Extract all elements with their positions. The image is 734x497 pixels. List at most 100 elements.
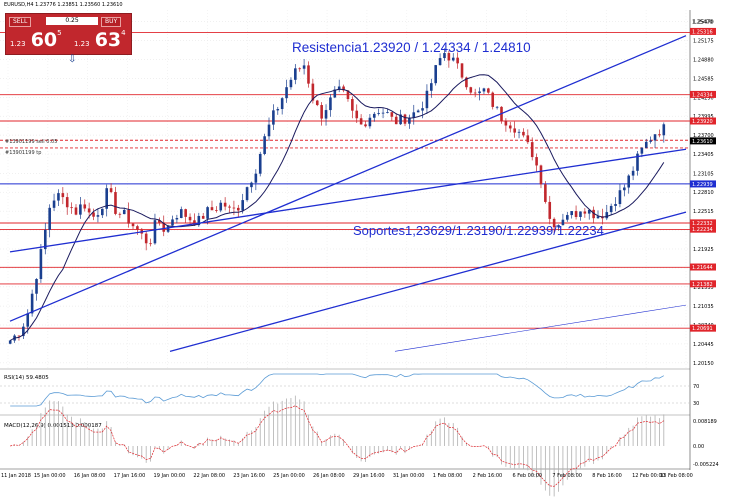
resistance-annotation: Resistencia1.23920 / 1.24334 / 1.24810: [292, 40, 531, 55]
candlesticks: [8, 48, 666, 345]
candle-body: [443, 53, 446, 59]
buy-price[interactable]: 1.23 634: [74, 29, 126, 51]
price-label: 1.23610: [692, 139, 713, 145]
macd-signal-line: [10, 405, 664, 487]
price-label-bg: [690, 324, 716, 332]
candle-body: [399, 114, 402, 125]
candle-body: [17, 335, 21, 337]
candle-body: [57, 193, 60, 201]
candle-body: [386, 112, 389, 113]
price-label: 1.25470: [692, 20, 713, 26]
price-label: 1.20691: [692, 326, 713, 332]
candle-body: [482, 88, 486, 92]
candle-body: [451, 57, 455, 61]
x-tick-label: 25 Jan 00:00: [273, 473, 305, 479]
price-label: 1.22234: [692, 227, 713, 233]
candle-body: [337, 86, 341, 90]
candle-body: [346, 90, 350, 100]
buy-price-sup: 4: [121, 29, 126, 37]
buy-price-prefix: 1.23: [74, 40, 90, 48]
candle-body: [162, 222, 166, 232]
price-label-bg: [690, 225, 716, 233]
x-tick-label: 22 Jan 08:00: [193, 473, 225, 479]
candle-body: [618, 190, 622, 205]
rsi-line: [10, 373, 664, 407]
candle-body: [114, 192, 117, 214]
grid: [0, 10, 690, 368]
price-label: 1.22939: [692, 182, 713, 188]
candle-body: [372, 113, 376, 118]
candle-body: [522, 131, 525, 136]
candle-body: [289, 79, 293, 88]
candle-body: [210, 207, 214, 211]
candle-body: [390, 112, 394, 117]
candle-body: [627, 175, 631, 188]
candle-body: [245, 187, 249, 201]
candle-body: [179, 209, 183, 219]
candle-body: [61, 193, 65, 198]
sell-price-sup: 5: [57, 29, 62, 37]
candle-body: [469, 87, 473, 93]
candle-body: [473, 92, 477, 94]
price-label: 1.23920: [692, 119, 713, 125]
x-tick-label: 7 Feb 08:00: [552, 473, 582, 479]
candle-body: [329, 97, 332, 111]
candle-body: [421, 108, 424, 111]
macd-label: MACD(12,26,9) 0.001513 0.000187: [4, 423, 102, 429]
candle-body: [166, 225, 170, 232]
x-tick-label: 31 Jan 00:00: [393, 473, 425, 479]
candle-body: [153, 220, 157, 244]
candle-body: [188, 216, 192, 221]
sell-price[interactable]: 1.23 605: [10, 29, 62, 51]
candle-body: [465, 77, 468, 88]
candle-body: [359, 118, 363, 125]
macd-tick-top: 0.008189: [693, 419, 717, 425]
price-label-bg: [690, 117, 716, 125]
candle-body: [574, 211, 578, 217]
candle-body: [653, 134, 657, 141]
x-tick-label: 29 Jan 16:00: [353, 473, 385, 479]
lot-size-input[interactable]: 0.25: [46, 17, 98, 25]
candle-body: [579, 211, 582, 217]
y-tick-label: 1.22810: [693, 190, 714, 196]
candle-body: [215, 210, 218, 211]
candle-body: [315, 100, 319, 106]
candle-body: [609, 205, 613, 213]
sma-line: [9, 74, 665, 341]
arrow-down-icon: ⇩: [68, 54, 77, 65]
candle-body: [430, 83, 433, 91]
price-label-bg: [690, 219, 716, 227]
y-tick-label: 1.24585: [693, 76, 714, 82]
candle-body: [658, 134, 661, 136]
candle-body: [171, 219, 174, 226]
candle-body: [644, 141, 648, 148]
candle-body: [596, 216, 600, 219]
candle-body: [92, 212, 95, 217]
trend-line: [9, 35, 687, 322]
tp-label: #13901199 tp: [5, 150, 41, 156]
x-tick-label: 11 Jan 2018: [1, 473, 31, 479]
candle-body: [504, 120, 508, 126]
candle-body: [105, 188, 108, 209]
candle-body: [394, 116, 398, 125]
candle-body: [491, 92, 495, 107]
candle-body: [144, 233, 148, 244]
candle-body: [631, 170, 635, 176]
candle-body: [39, 249, 43, 280]
y-tick-label: 1.24290: [693, 95, 714, 101]
y-tick-label: 1.21335: [693, 285, 714, 291]
sell-button[interactable]: SELL: [9, 17, 32, 27]
support-annotation: Soportes1,23629/1.23190/1.22939/1.22234: [353, 223, 604, 238]
candle-body: [30, 293, 34, 314]
candle-body: [425, 90, 429, 109]
y-tick-label: 1.23105: [693, 171, 714, 177]
candle-body: [342, 86, 345, 91]
candle-body: [403, 114, 407, 124]
buy-button[interactable]: BUY: [101, 17, 122, 27]
x-tick-label: 8 Feb 16:00: [592, 473, 622, 479]
candle-body: [636, 153, 639, 171]
candle-body: [101, 208, 104, 216]
y-tick-label: 1.24880: [693, 57, 714, 63]
candle-body: [158, 220, 161, 223]
